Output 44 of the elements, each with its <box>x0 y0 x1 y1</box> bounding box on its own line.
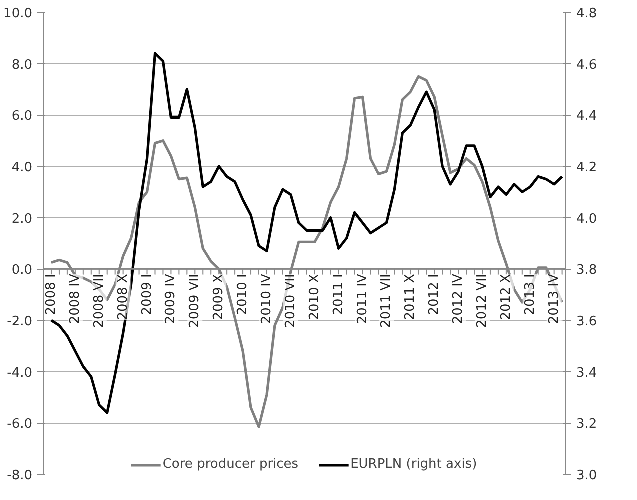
y-tick-label: 10.0 <box>4 6 33 22</box>
y2-tick-label: 4.8 <box>576 6 598 22</box>
y2-tick-label: 3.2 <box>576 417 598 432</box>
y2-tick-label: 3.8 <box>576 263 598 278</box>
y-tick-label: -6.0 <box>7 417 33 432</box>
y2-tick-label: 3.6 <box>576 314 598 330</box>
y-tick-label: -2.0 <box>7 314 33 330</box>
x-tick-label: 2008 I <box>44 274 59 316</box>
x-tick-label: 2011 IV <box>355 274 370 324</box>
x-tick-label: 2012 VII <box>474 274 490 328</box>
y-tick-label: -8.0 <box>7 468 33 484</box>
y2-tick-label: 4.0 <box>576 212 598 227</box>
legend-label: Core producer prices <box>162 457 299 472</box>
legend-label: EURPLN (right axis) <box>350 457 478 472</box>
x-tick-label: 2011 I <box>331 274 346 316</box>
y2-tick-label: 4.2 <box>576 160 598 176</box>
x-tick-label: 2010 VII <box>283 274 298 328</box>
y-tick-label: 4.0 <box>12 160 33 176</box>
x-tick-label: 2010 X <box>307 274 322 320</box>
y2-tick-label: 4.6 <box>576 58 598 73</box>
x-tick-label: 2013 I <box>522 274 538 316</box>
x-tick-label: 2008 VII <box>92 274 107 328</box>
x-tick-label: 2011 VII <box>379 274 394 328</box>
y-tick-label: -4.0 <box>7 366 33 381</box>
x-tick-label: 2012 X <box>498 274 514 320</box>
y2-tick-label: 3.0 <box>576 468 598 484</box>
y-tick-label: 6.0 <box>12 109 33 124</box>
y2-tick-label: 4.4 <box>576 109 598 124</box>
x-tick-label: 2009 IV <box>164 274 179 324</box>
x-tick-label: 2012 IV <box>451 274 466 324</box>
x-tick-label: 2008 IV <box>68 274 83 324</box>
y-tick-label: 0.0 <box>12 263 33 278</box>
x-tick-label: 2012 I <box>427 274 442 316</box>
x-tick-label: 2008 X <box>116 274 131 320</box>
x-tick-label: 2011 X <box>403 274 418 320</box>
x-tick-label: 2009 VII <box>188 274 203 328</box>
x-tick-label: 2009 X <box>212 274 227 320</box>
y-tick-label: 2.0 <box>12 212 33 227</box>
x-tick-label: 2013 IV <box>546 274 562 324</box>
x-tick-label: 2009 I <box>140 274 155 316</box>
x-tick-label: 2010 IV <box>259 274 274 324</box>
y2-tick-label: 3.4 <box>576 366 598 381</box>
y-tick-label: 8.0 <box>12 58 33 73</box>
x-tick-label: 2010 I <box>236 274 251 316</box>
